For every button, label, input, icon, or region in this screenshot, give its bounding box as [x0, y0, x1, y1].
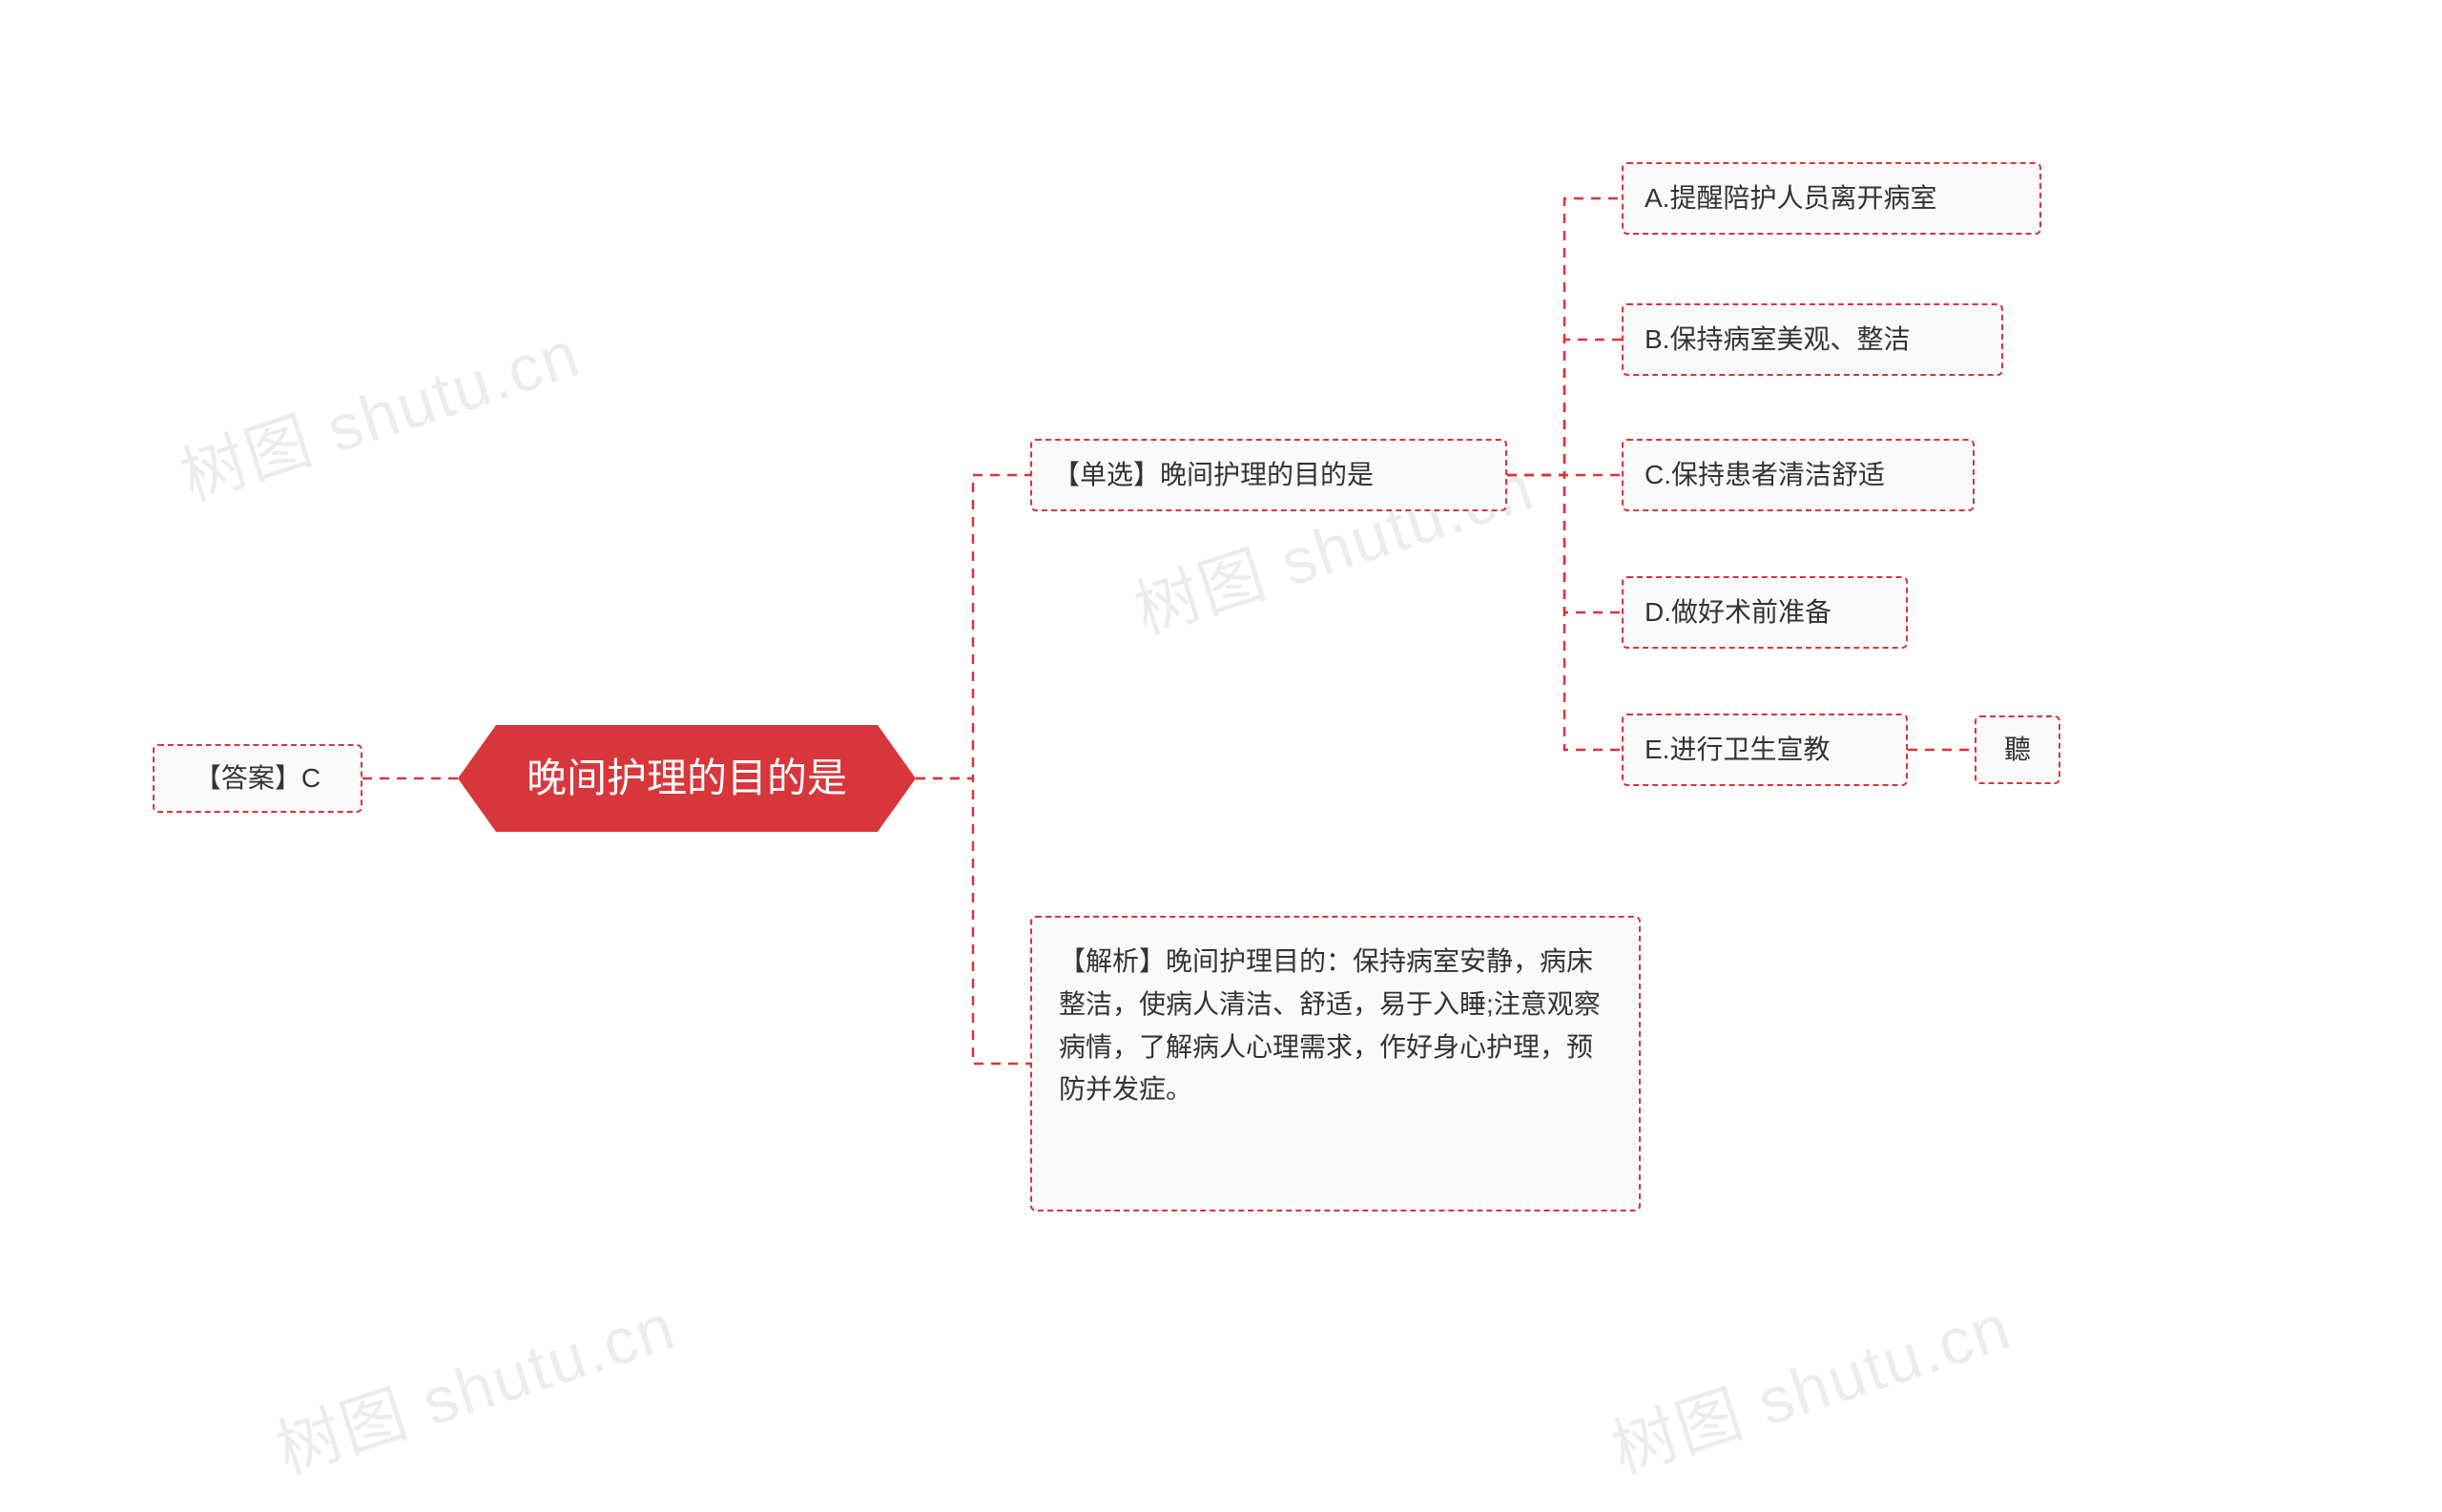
watermark: 树图 shutu.cn: [167, 300, 590, 518]
center-node[interactable]: 晚间护理的目的是: [458, 725, 916, 832]
option-d-label: D.做好术前准备: [1645, 591, 1832, 634]
watermark: 树图 shutu.cn: [262, 1274, 685, 1491]
option-e-child[interactable]: 聽: [1975, 715, 2060, 784]
option-a-label: A.提醒陪护人员离开病室: [1645, 177, 1936, 220]
option-b[interactable]: B.保持病室美观、整洁: [1622, 303, 2003, 376]
option-b-label: B.保持病室美观、整洁: [1645, 319, 1910, 362]
connector: [916, 778, 1030, 1064]
option-c[interactable]: C.保持患者清洁舒适: [1622, 439, 1975, 511]
analysis-node[interactable]: 【解析】晚间护理目的：保持病室安静，病床整洁，使病人清洁、舒适，易于入睡;注意观…: [1030, 916, 1641, 1212]
option-d[interactable]: D.做好术前准备: [1622, 576, 1908, 649]
question-node[interactable]: 【单选】晚间护理的目的是: [1030, 439, 1507, 511]
center-node-label: 晚间护理的目的是: [527, 758, 847, 798]
option-c-label: C.保持患者清洁舒适: [1645, 454, 1885, 497]
connector: [916, 475, 1030, 778]
connector-layer: [0, 0, 2442, 1512]
option-a[interactable]: A.提醒陪护人员离开病室: [1622, 162, 2041, 235]
option-e-label: E.进行卫生宣教: [1645, 729, 1830, 772]
answer-node[interactable]: 【答案】C: [153, 744, 362, 813]
connector: [1507, 198, 1622, 475]
option-e-child-label: 聽: [2004, 729, 2031, 772]
analysis-label: 【解析】晚间护理目的：保持病室安静，病床整洁，使病人清洁、舒适，易于入睡;注意观…: [1059, 946, 1601, 1104]
watermark: 树图 shutu.cn: [1598, 1274, 2020, 1491]
question-label: 【单选】晚间护理的目的是: [1053, 454, 1374, 497]
connector: [1507, 475, 1622, 612]
answer-label: 【答案】C: [195, 757, 321, 800]
connector: [1507, 340, 1622, 475]
connector: [1507, 475, 1622, 750]
option-e[interactable]: E.进行卫生宣教: [1622, 714, 1908, 786]
